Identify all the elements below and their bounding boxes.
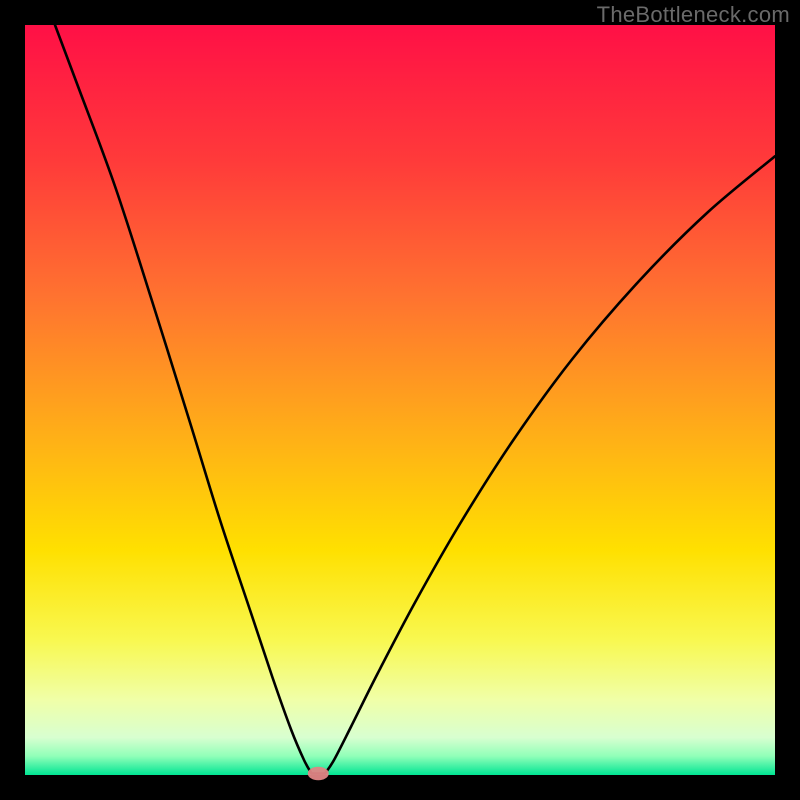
plot-background (25, 25, 775, 775)
chart-container: TheBottleneck.com (0, 0, 800, 800)
watermark-text: TheBottleneck.com (597, 2, 790, 28)
bottleneck-chart (0, 0, 800, 800)
optimum-marker (308, 767, 329, 781)
